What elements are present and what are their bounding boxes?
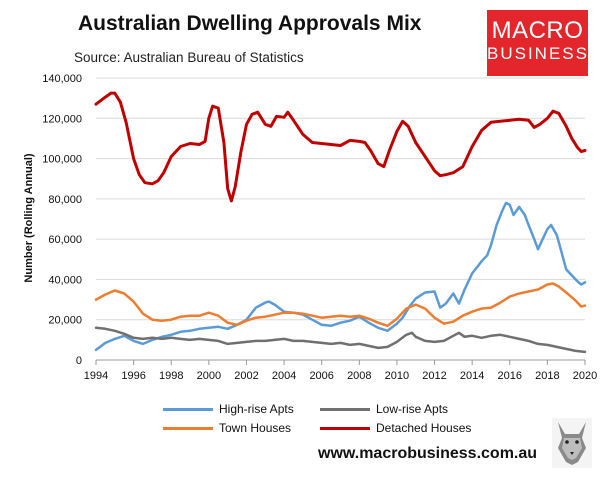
legend-label: Detached Houses <box>376 421 472 435</box>
x-tick-label: 1994 <box>84 370 108 382</box>
x-tick-label: 2014 <box>460 370 484 382</box>
chart-subtitle: Source: Australian Bureau of Statistics <box>74 50 304 65</box>
x-tick-label: 2018 <box>535 370 559 382</box>
x-tick-label: 1998 <box>159 370 183 382</box>
x-tick-label: 2004 <box>272 370 296 382</box>
legend-label: Low-rise Apts <box>376 402 449 416</box>
x-tick-label: 2002 <box>234 370 258 382</box>
y-axis-label: Number (Rolling Annual) <box>23 153 35 282</box>
legend-item-detached-houses: Detached Houses <box>320 421 471 435</box>
series-layer <box>94 91 587 354</box>
y-tick-label: 40,000 <box>48 274 82 286</box>
legend-item-high-rise: High-rise Apts <box>163 402 294 416</box>
logo-line-1: MACRO <box>491 17 584 44</box>
website-url: www.macrobusiness.com.au <box>318 445 538 462</box>
x-tick-label: 2006 <box>309 370 333 382</box>
legend-item-town-houses: Town Houses <box>163 421 291 435</box>
y-tick-label: 140,000 <box>42 73 82 85</box>
x-tick-label: 1996 <box>121 370 145 382</box>
series-line-detached-houses <box>94 91 587 203</box>
y-tick-label: 60,000 <box>48 234 82 246</box>
y-tick-label: 100,000 <box>42 154 82 166</box>
chart-title: Australian Dwelling Approvals Mix <box>78 12 422 35</box>
legend-label: High-rise Apts <box>219 402 294 416</box>
x-tick-label: 2016 <box>498 370 522 382</box>
series-line-low-rise-apts <box>94 326 587 354</box>
legend-swatch <box>320 427 370 431</box>
y-tick-label: 0 <box>76 355 82 367</box>
x-tick-label: 2010 <box>385 370 409 382</box>
x-tick-label: 2020 <box>573 370 597 382</box>
x-tick-label: 2000 <box>197 370 221 382</box>
macrobusiness-logo: MACRO BUSINESS <box>487 10 588 76</box>
logo-line-2: BUSINESS <box>487 44 589 63</box>
y-tick-label: 120,000 <box>42 113 82 125</box>
axis-layer: 0 20,000 40,000 60,000 80,000 100,000 120,000 1… <box>42 73 597 382</box>
legend-label: Town Houses <box>219 421 292 435</box>
series-line-high-rise-apts <box>94 201 587 352</box>
legend-swatch <box>320 408 370 412</box>
y-tick-label: 80,000 <box>48 194 82 206</box>
y-tick-label: 20,000 <box>48 315 82 327</box>
x-tick-label: 2012 <box>422 370 446 382</box>
wolf-icon <box>552 418 592 468</box>
x-tick-label: 2008 <box>347 370 371 382</box>
legend-swatch <box>163 427 213 431</box>
legend-swatch <box>163 408 213 412</box>
series-line-town-houses <box>94 282 587 328</box>
legend-item-low-rise: Low-rise Apts <box>320 402 448 416</box>
